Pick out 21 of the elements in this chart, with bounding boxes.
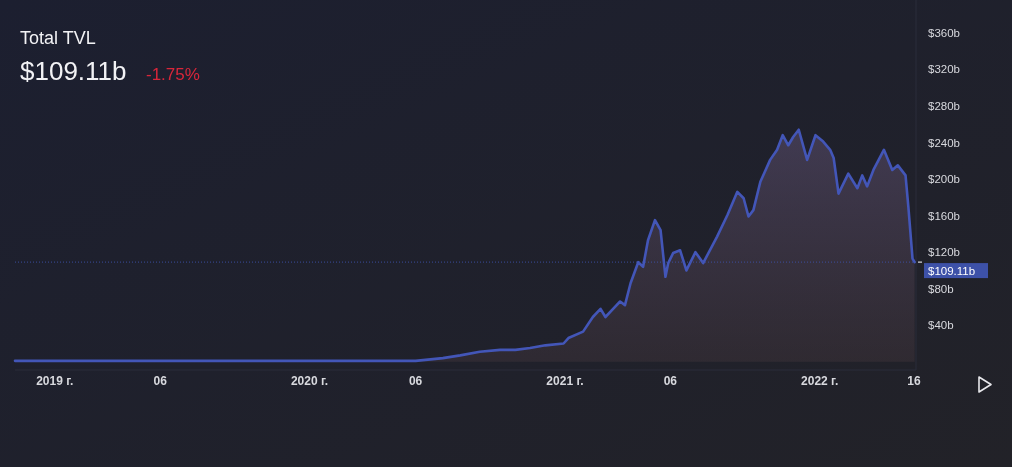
ref-line-label: $109.11b <box>928 264 976 277</box>
annotation: -1.75% <box>146 64 200 84</box>
x-tick-label: 06 <box>408 374 423 388</box>
text: $109.11b <box>20 56 127 86</box>
y-tick-label: $120b <box>928 246 960 259</box>
y-tick-label: $320b <box>928 63 960 76</box>
y-tick-label: $40b <box>928 319 954 332</box>
y-tick-label: $200b <box>928 173 960 186</box>
x-tick-label: 2019 г. <box>36 374 74 388</box>
y-tick-label: $240b <box>928 136 960 149</box>
x-tick-label: 06 <box>153 374 168 388</box>
x-tick-label: 2021 г. <box>546 374 584 388</box>
y-tick-label: $80b <box>928 282 954 295</box>
y-tick-label: $160b <box>928 209 960 222</box>
y-tick-label: $360b <box>928 26 960 39</box>
y-tick-label: $280b <box>928 99 960 112</box>
x-tick-label: 2022 г. <box>801 374 839 388</box>
x-tick-label: 16 <box>907 374 921 388</box>
x-tick-label: 06 <box>663 374 678 388</box>
text: Total TVL <box>20 28 96 48</box>
x-tick-label: 2020 г. <box>290 374 329 388</box>
